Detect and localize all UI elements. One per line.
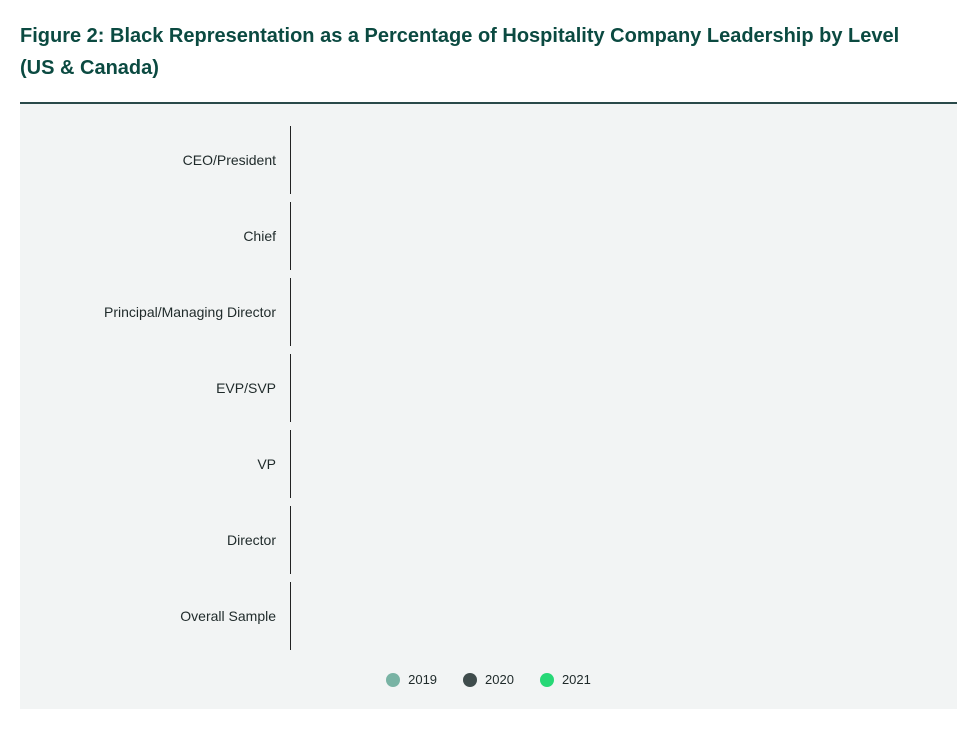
legend-label: 2019 xyxy=(408,672,437,687)
chart-area: CEO/President Chief Principal/Managing Dir… xyxy=(50,122,927,654)
category-bars xyxy=(290,202,291,270)
category-row: VP xyxy=(50,426,291,502)
category-label: Overall Sample xyxy=(50,608,290,624)
category-bars xyxy=(290,278,291,346)
legend-item: 2020 xyxy=(463,672,514,687)
chart-rows: CEO/President Chief Principal/Managing Dir… xyxy=(50,122,291,654)
legend-label: 2020 xyxy=(485,672,514,687)
category-label: Director xyxy=(50,532,290,548)
legend-item: 2019 xyxy=(386,672,437,687)
category-label: VP xyxy=(50,456,290,472)
category-label: CEO/President xyxy=(50,152,290,168)
category-bars xyxy=(290,354,291,422)
category-row: Overall Sample xyxy=(50,578,291,654)
category-bars xyxy=(290,582,291,650)
figure-title: Figure 2: Black Representation as a Perc… xyxy=(20,20,920,84)
category-row: CEO/President xyxy=(50,122,291,198)
legend-swatch xyxy=(386,673,400,687)
legend-swatch xyxy=(463,673,477,687)
category-bars xyxy=(290,506,291,574)
category-label: EVP/SVP xyxy=(50,380,290,396)
category-row: Chief xyxy=(50,198,291,274)
category-row: Director xyxy=(50,502,291,578)
category-bars xyxy=(290,126,291,194)
chart-panel: CEO/President Chief Principal/Managing Dir… xyxy=(20,104,957,709)
category-row: EVP/SVP xyxy=(50,350,291,426)
legend-item: 2021 xyxy=(540,672,591,687)
category-bars xyxy=(290,430,291,498)
legend-swatch xyxy=(540,673,554,687)
category-label: Principal/Managing Director xyxy=(50,304,290,320)
legend: 2019 2020 2021 xyxy=(50,672,927,687)
category-label: Chief xyxy=(50,228,290,244)
legend-label: 2021 xyxy=(562,672,591,687)
category-row: Principal/Managing Director xyxy=(50,274,291,350)
